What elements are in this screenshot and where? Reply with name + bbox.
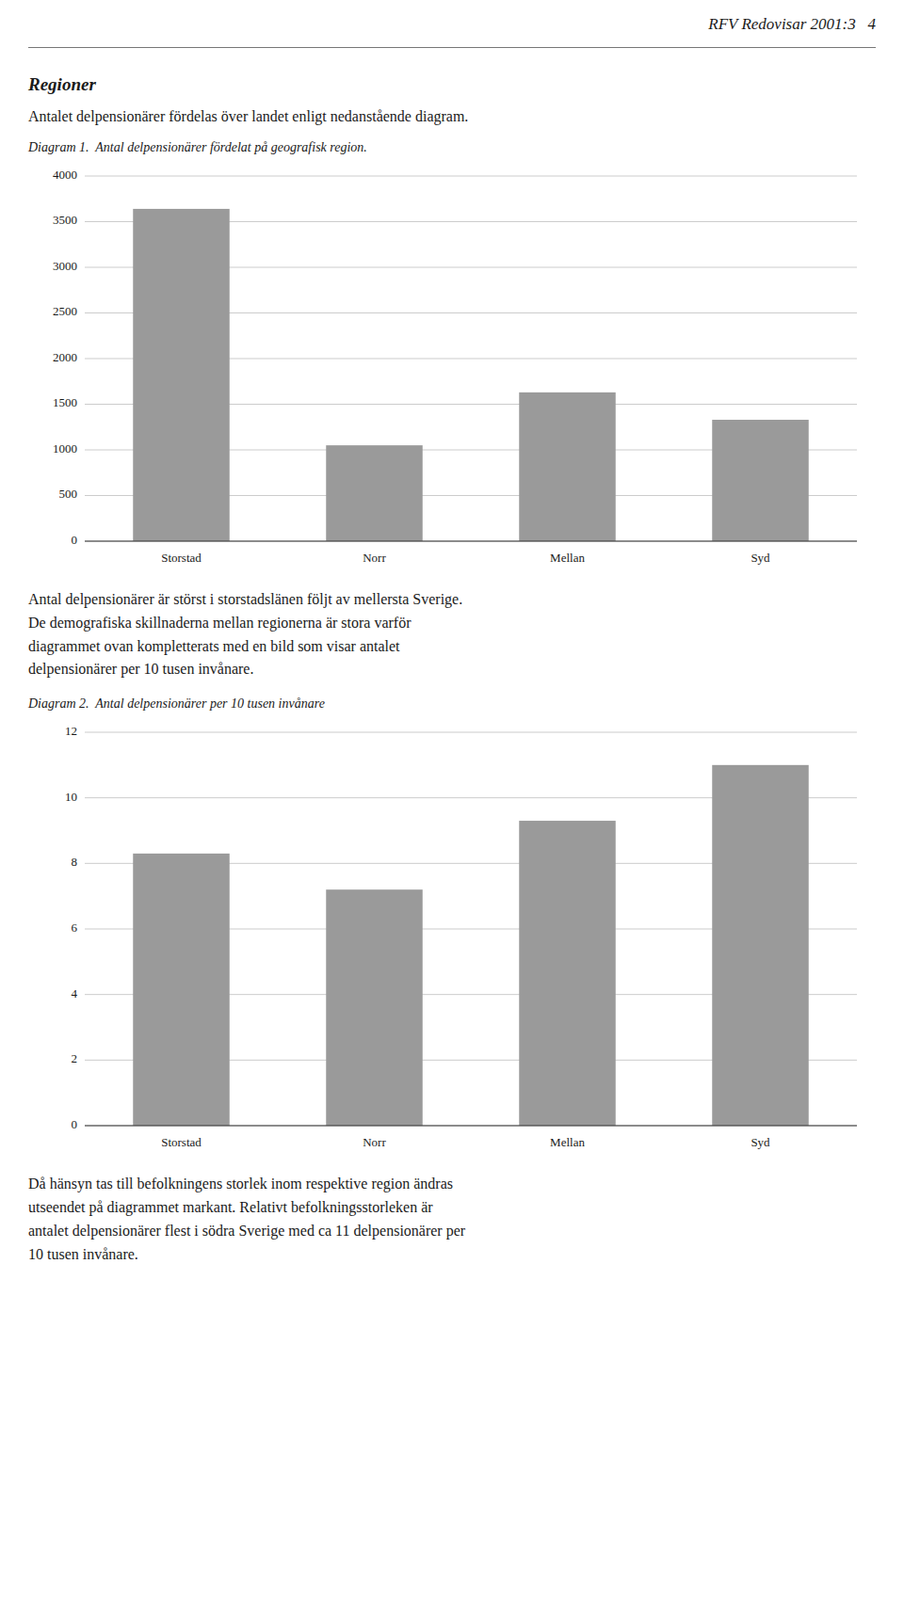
y-tick-label: 8 bbox=[71, 855, 79, 871]
y-tick-label: 6 bbox=[71, 920, 79, 936]
bar bbox=[325, 445, 423, 542]
y-tick-label: 500 bbox=[59, 486, 79, 501]
y-tick-label: 0 bbox=[71, 1117, 79, 1132]
x-tick-label: Storstad bbox=[161, 1135, 202, 1150]
bars bbox=[132, 209, 809, 542]
section-subtitle: Antalet delpensionärer fördelas över lan… bbox=[28, 108, 876, 126]
bar bbox=[132, 209, 230, 542]
grid bbox=[84, 732, 857, 1127]
y-tick-label: 1000 bbox=[52, 441, 78, 456]
x-axis-line bbox=[84, 1126, 857, 1128]
y-ticks: 0 2 4 6 8 10 12 bbox=[64, 724, 79, 1132]
x-tick-label: Storstad bbox=[161, 550, 202, 565]
x-tick-label: Syd bbox=[750, 550, 771, 565]
x-tick-label: Norr bbox=[362, 1135, 387, 1150]
y-tick-label: 2500 bbox=[52, 304, 78, 319]
y-tick-label: 12 bbox=[64, 724, 78, 739]
x-tick-label: Mellan bbox=[549, 1135, 585, 1150]
chart-title: Diagram 2. Antal delpensionärer per 10 t… bbox=[28, 696, 876, 712]
between-text: Antal delpensionärer är störst i storsta… bbox=[28, 588, 876, 682]
grid bbox=[84, 176, 857, 542]
x-tick-label: Syd bbox=[750, 1135, 771, 1150]
x-tick-label: Mellan bbox=[549, 550, 585, 565]
x-tick-label: Norr bbox=[362, 550, 387, 565]
bar bbox=[518, 392, 616, 542]
bar bbox=[132, 854, 230, 1127]
bar bbox=[711, 419, 809, 542]
page: RFV Redovisar 2001:3 4 Regioner Antalet de… bbox=[28, 0, 876, 1267]
y-tick-label: 0 bbox=[71, 532, 79, 548]
y-tick-label: 2 bbox=[71, 1052, 79, 1067]
grid-line bbox=[84, 732, 857, 734]
y-tick-label: 4000 bbox=[52, 167, 78, 182]
x-axis: Storstad Norr Mellan Syd bbox=[84, 1126, 857, 1150]
bar-chart: 0 2 4 6 8 10 12 Storstad Norr Mellan Syd bbox=[28, 717, 876, 1161]
bar bbox=[711, 765, 809, 1127]
bars bbox=[132, 765, 809, 1127]
bar bbox=[325, 889, 423, 1127]
header: RFV Redovisar 2001:3 4 bbox=[28, 0, 876, 42]
y-tick-label: 3000 bbox=[52, 258, 78, 274]
grid-line bbox=[84, 176, 857, 178]
section-title: Regioner bbox=[28, 74, 876, 96]
page-body: {"header_text": "RFV Redovisar 2001:3 4"… bbox=[0, 0, 904, 1600]
x-axis: Storstad Norr Mellan Syd bbox=[84, 541, 857, 565]
bar bbox=[518, 821, 616, 1127]
y-tick-label: 3500 bbox=[52, 212, 78, 227]
y-tick-label: 2000 bbox=[52, 350, 78, 365]
grid-line bbox=[84, 541, 857, 543]
x-axis-line bbox=[84, 541, 857, 543]
bar-chart: 0 500 1000 1500 2000 2500 3000 3500 4000 Storstad… bbox=[28, 161, 876, 576]
separator bbox=[28, 47, 876, 49]
y-tick-label: 10 bbox=[64, 790, 78, 805]
footer-text: Då hänsyn tas till befolkningens storlek… bbox=[28, 1173, 876, 1267]
chart-title: Diagram 1. Antal delpensionärer fördelat… bbox=[28, 140, 876, 156]
grid-line bbox=[84, 1126, 857, 1128]
y-ticks: 0 500 1000 1500 2000 2500 3000 3500 4000 bbox=[52, 167, 78, 548]
y-tick-label: 1500 bbox=[52, 395, 78, 410]
y-tick-label: 4 bbox=[71, 986, 79, 1001]
